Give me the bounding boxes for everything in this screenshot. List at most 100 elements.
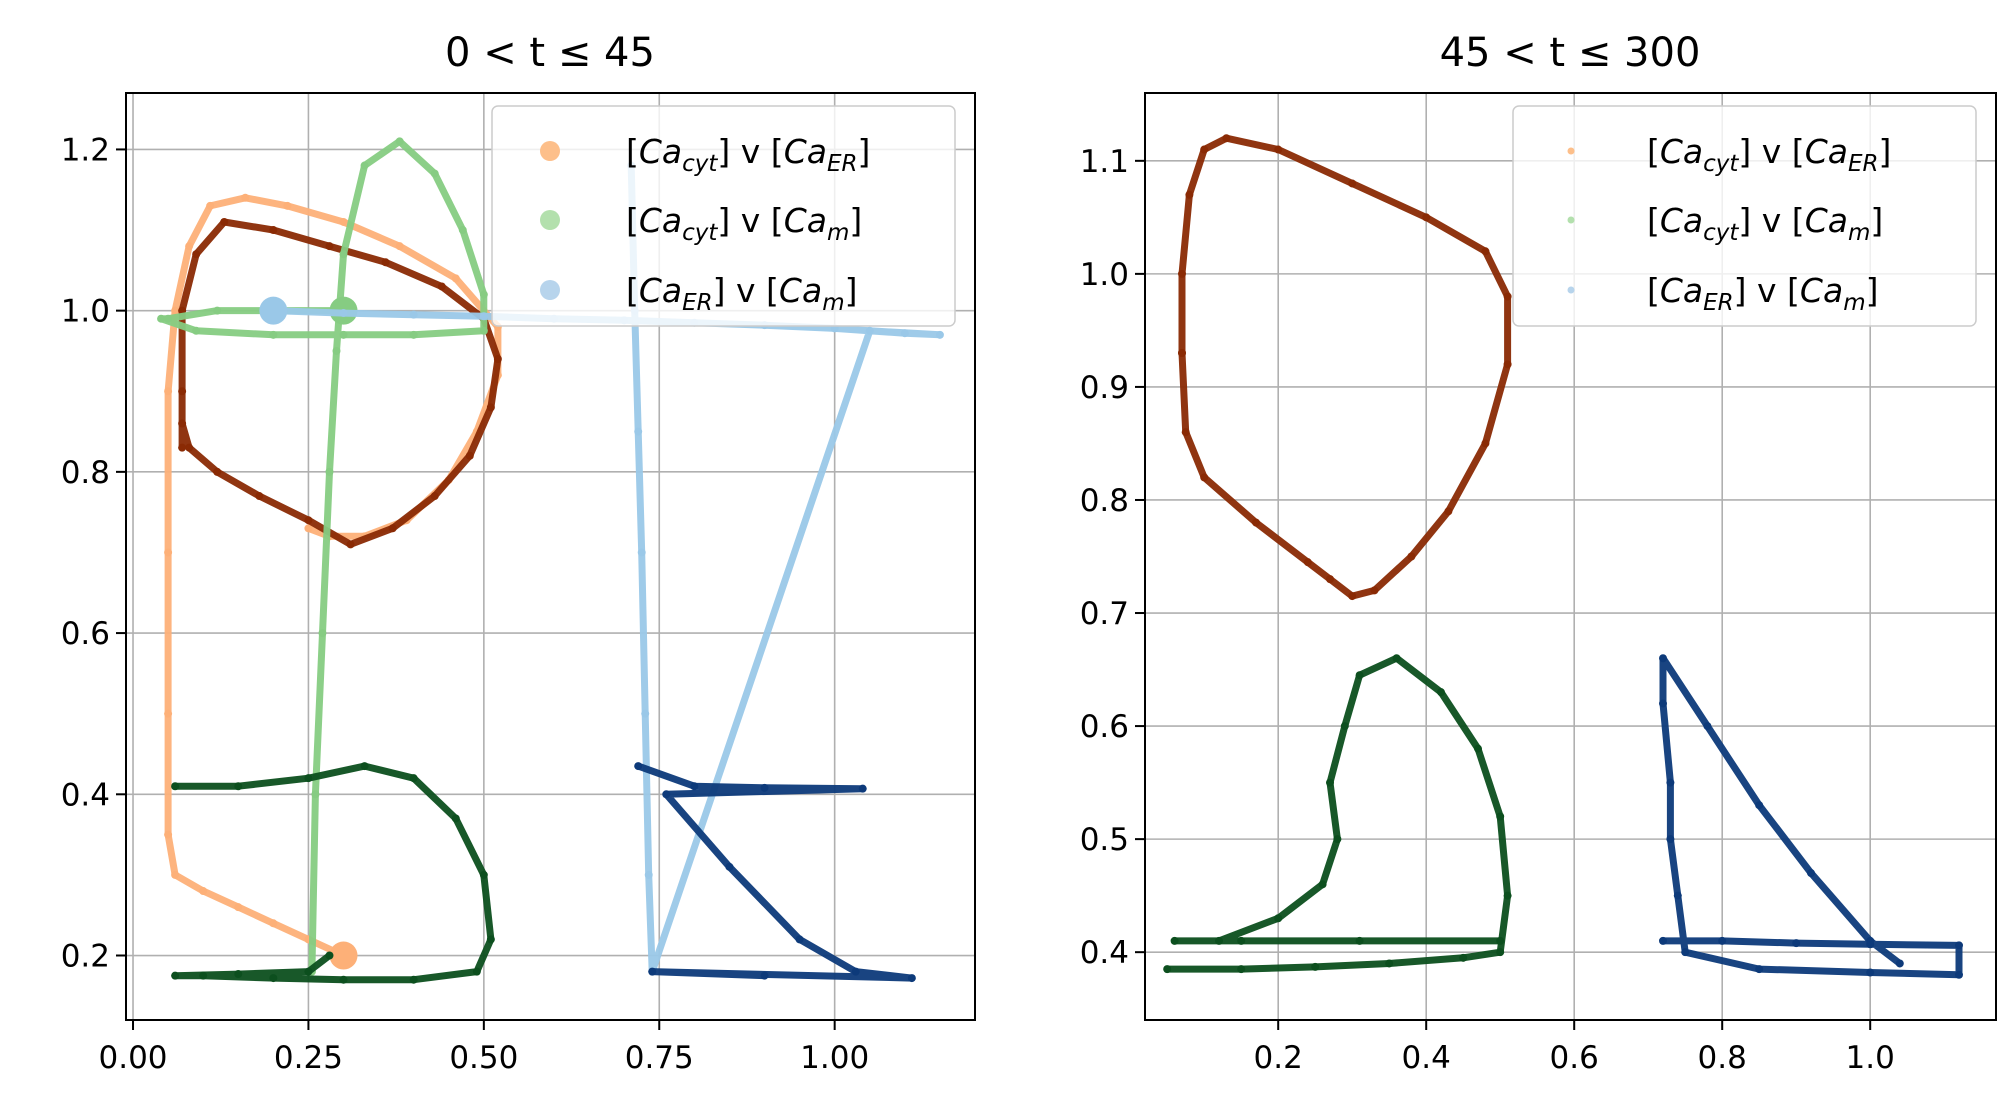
left-ytick-label: 1.2 (61, 132, 110, 168)
left-series-3-point (451, 814, 460, 823)
left-axes-border (125, 92, 976, 1021)
right-series-0-point (1481, 247, 1490, 256)
right-ytick-label: 0.9 (1080, 370, 1129, 406)
left-series-5-point (858, 784, 867, 793)
left-series-3-point (409, 774, 418, 783)
left-series-0-point (304, 524, 313, 533)
left-series-4-point (935, 330, 944, 339)
right-series-2-point (1895, 959, 1904, 968)
right-series-2-point (1666, 778, 1675, 787)
left-ytick-label: 0.6 (61, 616, 110, 652)
right-series-0-point (1222, 134, 1231, 143)
left-series-0-point (206, 201, 215, 210)
left-series-1-point (437, 282, 446, 291)
left-series-2-point (192, 326, 201, 335)
left-series-4-point (900, 329, 909, 338)
left-xtick-label: 1.00 (800, 1040, 869, 1076)
left-series-1-point (346, 540, 355, 549)
right-xtick-label: 0.6 (1550, 1040, 1599, 1076)
right-series-0-point (1200, 145, 1209, 154)
right-series-0-point (1444, 507, 1453, 516)
right-series-1-trajectory (1163, 654, 1512, 973)
right-series-1-point (1311, 962, 1320, 971)
left-series-0-point (171, 870, 180, 879)
left-xtick-label: 0.00 (99, 1040, 168, 1076)
left-x-ticks: 0.00 0.25 0.50 0.75 1.00 (99, 1020, 869, 1076)
right-ytick-label: 0.6 (1080, 709, 1129, 745)
left-series-4-point (479, 312, 488, 321)
left-series-1-point (388, 524, 397, 533)
left-legend-swatch-0 (540, 141, 560, 161)
left-series-2-point (269, 330, 278, 339)
left-series-0-point (234, 903, 243, 912)
left-series-4-point (409, 310, 418, 319)
right-series-1-point (1385, 959, 1394, 968)
left-series-1-point (304, 516, 313, 525)
right-series-1-point (1496, 936, 1505, 945)
right-legend-box (1512, 105, 1977, 327)
right-series-2-point (1866, 968, 1875, 977)
right-ytick-label: 0.8 (1080, 483, 1129, 519)
panel-left: 0 < t ≤ 45 0.00 0.25 0.50 0.75 1.00 0.20.40.… (61, 30, 976, 1076)
right-series-1-point (1237, 936, 1246, 945)
left-legend: [Cacyt] v [CaER] [Cacyt] v [Cam] [CaER] … (491, 105, 956, 327)
left-series-1-point (220, 217, 229, 226)
left-series-5-point (648, 967, 657, 976)
left-series-3-point (479, 870, 488, 879)
left-series-3-point (409, 975, 418, 984)
left-series-0-point (269, 919, 278, 928)
right-series-2-point (1681, 948, 1690, 957)
left-ytick-label: 0.2 (61, 939, 110, 975)
left-series-2-point (430, 169, 439, 178)
right-x-ticks: 0.2 0.4 0.6 0.8 1.0 (1254, 1020, 1895, 1076)
left-series-4-point (339, 309, 348, 318)
panel-right: 45 < t ≤ 300 0.2 0.4 0.6 0.8 1.0 0.40.50.60.… (1080, 30, 1997, 1076)
right-series-0-point (1503, 360, 1512, 369)
right-series-2-point (1659, 654, 1667, 663)
left-series-0-point (241, 193, 250, 202)
right-series-0-trajectory (1178, 134, 1512, 600)
left-series-0-point (283, 201, 292, 210)
right-series-1-point (1340, 722, 1349, 731)
right-xtick-label: 1.0 (1846, 1040, 1895, 1076)
left-series-2-point (332, 346, 341, 355)
right-legend: [Cacyt] v [CaER] [Cacyt] v [Cam] [CaER] … (1512, 105, 1977, 327)
right-series-0-point (1348, 592, 1357, 601)
left-series-0-point (164, 709, 173, 718)
right-series-0-point (1348, 179, 1357, 188)
right-ytick-label: 0.7 (1080, 596, 1129, 632)
right-series-2-point (1666, 835, 1675, 844)
left-series-2-point (395, 137, 404, 146)
left-series-3-point (339, 975, 348, 984)
left-legend-swatch-1 (540, 210, 560, 230)
left-series-0-point (164, 548, 173, 557)
left-ytick-label: 1.0 (61, 294, 110, 330)
left-series-5-point (760, 971, 769, 980)
left-series-3-point (472, 967, 481, 976)
left-series-0-point (395, 242, 404, 251)
left-series-5-point (662, 790, 671, 799)
right-series-2-point (1673, 891, 1682, 900)
left-series-1-point (192, 250, 201, 259)
right-series-0-point (1481, 439, 1490, 448)
left-series-0-point (451, 274, 460, 283)
left-series-2-point (157, 314, 166, 323)
left-series-4-point (644, 870, 653, 879)
right-xtick-label: 0.2 (1254, 1040, 1303, 1076)
right-ytick-label: 1.0 (1080, 257, 1129, 293)
left-series-1-point (465, 451, 474, 460)
right-series-1-point (1333, 835, 1342, 844)
right-series-2-point (1866, 936, 1875, 945)
right-legend-label-2: [CaER] v [Cam] (1647, 271, 1878, 316)
right-series-1-point (1355, 936, 1364, 945)
right-series-2-point (1718, 936, 1727, 945)
left-series-3-point (269, 974, 278, 983)
left-series-5-point (851, 967, 860, 976)
left-title-text: 0 < t ≤ 45 (445, 30, 655, 76)
right-series-0-point (1181, 428, 1190, 437)
left-series-3-point (486, 935, 495, 944)
left-series-5-point (795, 935, 804, 944)
right-series-0-point (1178, 269, 1186, 278)
left-series-1-point (325, 242, 334, 251)
left-series-2-point (479, 326, 488, 335)
